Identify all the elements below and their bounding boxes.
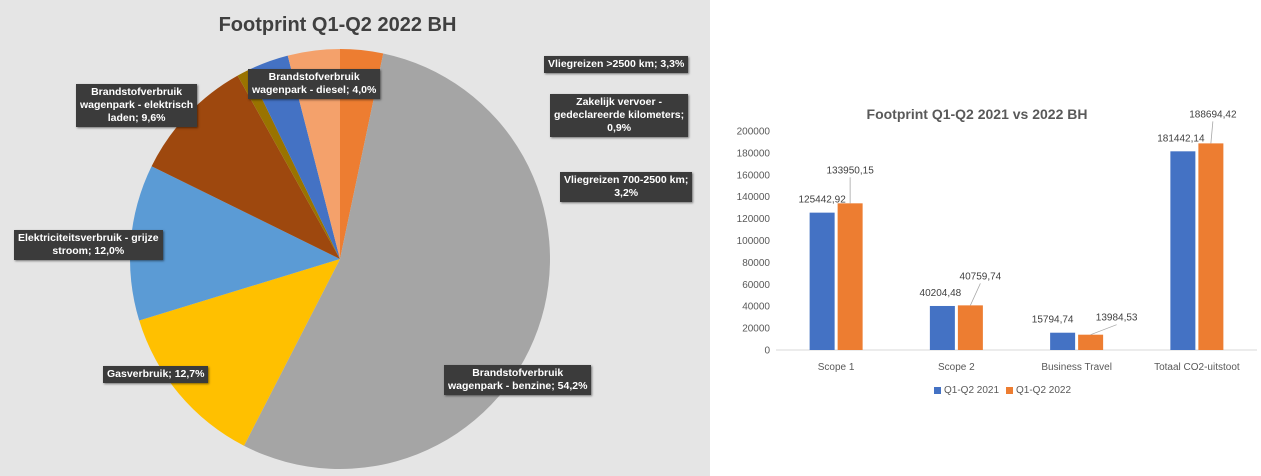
pie-data-label: Brandstofverbruik wagenpark - benzine; 54… — [444, 365, 592, 395]
legend-swatch-2022 — [1006, 386, 1013, 394]
bar-data-label: 125442,92 — [798, 195, 846, 206]
bar — [1078, 334, 1104, 350]
pie-data-label-line: wagenpark - elektrisch — [80, 99, 194, 111]
pie-chart-title: Footprint Q1-Q2 2022 BH — [218, 14, 457, 36]
y-tick-label: 40000 — [742, 302, 770, 313]
pie-data-label: Gasverbruik; 12,7% — [103, 366, 209, 383]
bar-chart-panel: Footprint Q1-Q2 2021 vs 2022 BH 0 20000 40… — [712, 0, 1261, 476]
bar — [1170, 151, 1196, 350]
pie-data-label: Vliegreizen >2500 km; 3,3% — [544, 56, 689, 73]
x-category-label: Scope 2 — [938, 362, 975, 373]
y-tick-label: 20000 — [742, 324, 770, 335]
bar — [809, 212, 835, 350]
data-label-leader-line — [1210, 121, 1214, 144]
y-tick-label: 120000 — [737, 214, 771, 225]
bar — [1050, 332, 1076, 350]
bar-data-label: 188694,42 — [1189, 109, 1237, 120]
legend-label-2021: Q1-Q2 2021 — [944, 385, 1000, 396]
pie-data-label: Brandstofverbruik wagenpark - diesel; 4,0… — [248, 69, 381, 99]
bar-data-label: 13984,53 — [1096, 313, 1138, 324]
data-label-leader-line — [970, 283, 981, 306]
y-tick-label: 0 — [764, 346, 770, 357]
pie-slice — [287, 49, 340, 259]
pie-slice — [129, 166, 340, 321]
pie-data-label: Brandstofverbruik wagenpark - elektrisch l… — [76, 84, 198, 127]
y-tick-label: 180000 — [737, 148, 771, 159]
bar-chart: 0 20000 40000 60000 80000 100000 120000 140000 1… — [737, 109, 1257, 373]
pie-slice — [248, 55, 340, 259]
bar — [837, 203, 863, 350]
bar-data-label: 40204,48 — [920, 288, 962, 299]
x-category-label: Business Travel — [1041, 362, 1112, 373]
pie-data-label-line: Elektriciteitsverbruik - grijze — [18, 232, 159, 244]
y-tick-label: 60000 — [742, 280, 770, 291]
pie-data-label-line: Brandstofverbruik — [91, 86, 183, 98]
legend-swatch-2021 — [934, 386, 941, 394]
pie-data-label-line: stroom; 12,0% — [52, 245, 125, 257]
pie-data-label-line: Brandstofverbruik — [472, 367, 564, 379]
y-tick-label: 200000 — [737, 127, 771, 138]
data-label-leader-line — [1090, 324, 1117, 336]
pie-data-label: Vliegreizen 700-2500 km; 3,2% — [560, 172, 693, 202]
pie-slice — [340, 49, 384, 259]
pie-data-label: Elektriciteitsverbruik - grijze stroom; 1… — [14, 230, 163, 260]
pie-data-label-line: wagenpark - benzine; 54,2% — [448, 380, 588, 392]
pie-slice — [237, 70, 340, 259]
pie-data-label-line: laden; 9,6% — [107, 112, 166, 124]
pie-slice — [139, 259, 340, 446]
y-tick-label: 80000 — [742, 258, 770, 269]
y-tick-label: 140000 — [737, 192, 771, 203]
bar-data-label: 15794,74 — [1032, 315, 1074, 326]
pie-data-label-line: Zakelijk vervoer - — [576, 96, 662, 108]
bar-data-label: 181442,14 — [1157, 133, 1205, 144]
x-category-label: Totaal CO2-uitstoot — [1154, 362, 1240, 373]
y-tick-label: 100000 — [737, 236, 771, 247]
legend-item-2021: Q1-Q2 2021 — [934, 385, 999, 396]
pie-data-label-line: Vliegreizen 700-2500 km; — [564, 174, 689, 186]
bar — [929, 305, 955, 350]
pie-data-label: Zakelijk vervoer - gedeclareerde kilomete… — [550, 94, 689, 137]
bar — [1198, 143, 1224, 350]
pie-data-label-line: wagenpark - diesel; 4,0% — [252, 84, 377, 96]
pie-data-label-line: 0,9% — [607, 122, 632, 134]
pie-slice — [151, 75, 340, 259]
bar-data-label: 133950,15 — [826, 165, 874, 176]
y-tick-label: 160000 — [737, 170, 771, 181]
pie-chart-panel: Footprint Q1-Q2 2022 BH Vliegreizen >250… — [0, 0, 710, 476]
pie-data-label-line: Vliegreizen >2500 km; 3,3% — [548, 58, 685, 70]
legend-label-2022: Q1-Q2 2022 — [1016, 385, 1072, 396]
bar-data-label: 40759,74 — [960, 271, 1002, 282]
pie-data-label-line: gedeclareerde kilometers; — [554, 109, 685, 121]
pie-data-label-line: Gasverbruik; 12,7% — [107, 368, 205, 380]
pie-data-label-line: 3,2% — [614, 187, 639, 199]
pie-data-label-line: Brandstofverbruik — [268, 71, 360, 83]
bar — [957, 305, 983, 350]
x-category-label: Scope 1 — [818, 362, 855, 373]
bar-chart-title: Footprint Q1-Q2 2021 vs 2022 BH — [866, 106, 1088, 122]
legend-item-2022: Q1-Q2 2022 — [1006, 385, 1071, 396]
